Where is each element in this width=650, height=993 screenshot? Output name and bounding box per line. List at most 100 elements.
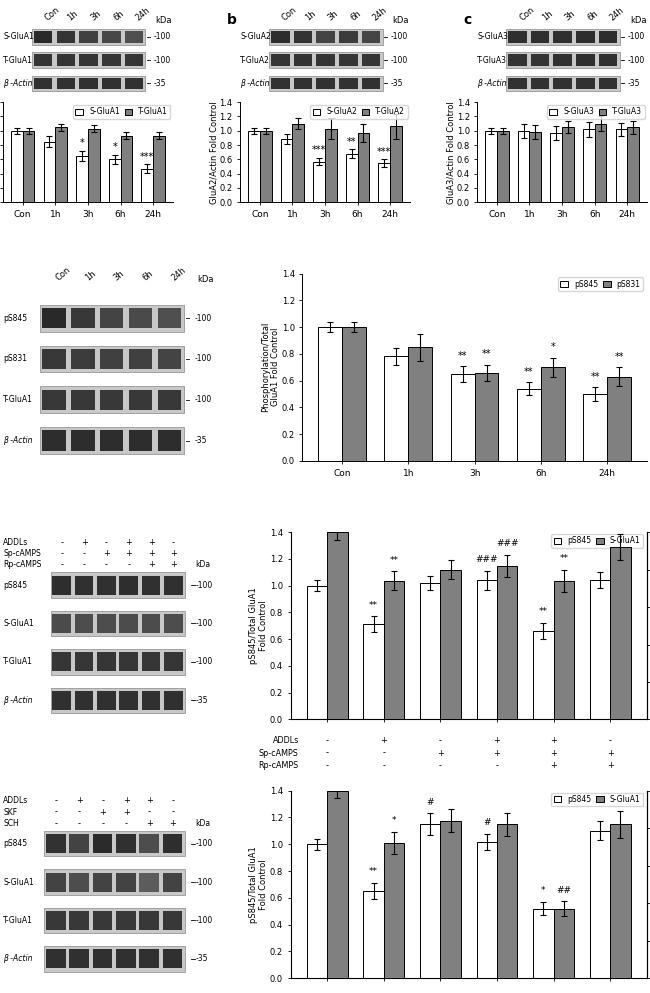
Bar — [116, 834, 136, 853]
Text: +: + — [437, 749, 444, 758]
Text: 1h: 1h — [66, 9, 80, 23]
Text: -100: -100 — [196, 878, 213, 887]
Text: S-GluA1: S-GluA1 — [3, 878, 34, 887]
Text: -: - — [127, 560, 130, 569]
Bar — [440, 820, 461, 978]
Text: pS831: pS831 — [3, 355, 27, 363]
Bar — [576, 31, 595, 43]
Legend: S-GluA2, T-GluA2: S-GluA2, T-GluA2 — [310, 105, 408, 118]
Bar — [420, 824, 440, 978]
Text: T-GluA2: T-GluA2 — [240, 56, 270, 65]
Text: +: + — [123, 796, 129, 805]
Bar — [142, 691, 161, 710]
Bar — [70, 873, 89, 892]
Bar — [554, 909, 574, 978]
Text: -100: -100 — [391, 33, 408, 42]
Text: S-GluA1: S-GluA1 — [3, 33, 34, 42]
Bar — [517, 388, 541, 461]
Bar — [129, 389, 152, 410]
Text: 3h: 3h — [112, 268, 126, 282]
Text: kDa: kDa — [393, 16, 410, 25]
Text: 1h: 1h — [540, 9, 554, 23]
Y-axis label: GluA3/Actin Fold Control: GluA3/Actin Fold Control — [446, 101, 455, 204]
Bar — [32, 29, 146, 45]
Text: -: - — [326, 749, 329, 758]
Text: 24h: 24h — [371, 6, 389, 23]
Text: T-GluA1: T-GluA1 — [3, 916, 33, 925]
Bar — [162, 911, 183, 930]
Text: -: - — [83, 549, 86, 558]
Text: +: + — [170, 549, 177, 558]
Text: SCH: SCH — [3, 819, 19, 828]
Text: +: + — [550, 749, 557, 758]
Bar — [583, 394, 607, 461]
Text: kDa: kDa — [196, 819, 211, 828]
Text: kDa: kDa — [197, 275, 213, 284]
Bar — [102, 31, 120, 43]
Bar — [100, 389, 124, 410]
Text: **: ** — [347, 136, 356, 147]
Bar — [339, 55, 358, 66]
Bar — [157, 308, 181, 329]
Bar — [508, 77, 526, 89]
Bar — [71, 308, 95, 329]
Text: **: ** — [389, 556, 398, 565]
Text: -100: -100 — [196, 916, 213, 925]
Bar — [508, 31, 526, 43]
Text: -35: -35 — [154, 78, 166, 87]
Bar — [541, 367, 565, 461]
Bar — [119, 576, 138, 595]
Text: β -Actin: β -Actin — [3, 954, 32, 963]
Legend: S-GluA1, T-GluA1: S-GluA1, T-GluA1 — [73, 105, 170, 118]
Text: -35: -35 — [391, 78, 404, 87]
Text: -100: -100 — [391, 56, 408, 65]
Bar — [358, 133, 369, 203]
Bar — [616, 129, 627, 203]
Bar — [32, 75, 146, 91]
Text: **: ** — [369, 867, 378, 877]
Bar — [140, 873, 159, 892]
Bar — [342, 327, 366, 461]
Text: +: + — [146, 796, 153, 805]
Legend: S-GluA3, T-GluA3: S-GluA3, T-GluA3 — [547, 105, 645, 118]
Text: ADDLs: ADDLs — [272, 737, 299, 746]
Text: +: + — [103, 549, 110, 558]
Text: β -Actin: β -Actin — [3, 78, 32, 87]
Bar — [51, 687, 185, 713]
Text: Sp-cAMPS: Sp-cAMPS — [259, 749, 299, 758]
Text: +: + — [493, 749, 501, 758]
Bar — [497, 566, 517, 720]
Bar — [97, 576, 116, 595]
Text: ###: ### — [496, 539, 519, 548]
Bar — [75, 576, 94, 595]
Bar — [97, 652, 116, 671]
Bar — [46, 911, 66, 930]
Text: -: - — [83, 560, 86, 569]
Bar — [627, 127, 639, 203]
Bar — [530, 77, 549, 89]
Text: +: + — [123, 807, 129, 816]
Text: β -Actin: β -Actin — [477, 78, 507, 87]
Bar — [533, 632, 554, 720]
Bar — [440, 570, 461, 720]
Bar — [576, 77, 595, 89]
Text: 1h: 1h — [303, 9, 317, 23]
Bar — [119, 691, 138, 710]
Bar — [23, 131, 34, 203]
Text: 1h: 1h — [83, 268, 97, 282]
Text: -: - — [60, 560, 64, 569]
Bar — [102, 77, 120, 89]
Bar — [42, 430, 66, 451]
Bar — [610, 547, 630, 720]
Text: -: - — [172, 796, 174, 805]
Text: **: ** — [482, 350, 491, 359]
Bar — [142, 614, 161, 633]
Bar — [79, 77, 98, 89]
Text: +: + — [170, 560, 177, 569]
Text: -: - — [326, 737, 329, 746]
Bar — [125, 77, 143, 89]
Text: -: - — [101, 796, 104, 805]
Bar — [46, 949, 66, 968]
Text: β -Actin: β -Actin — [3, 436, 32, 445]
Bar — [70, 911, 89, 930]
